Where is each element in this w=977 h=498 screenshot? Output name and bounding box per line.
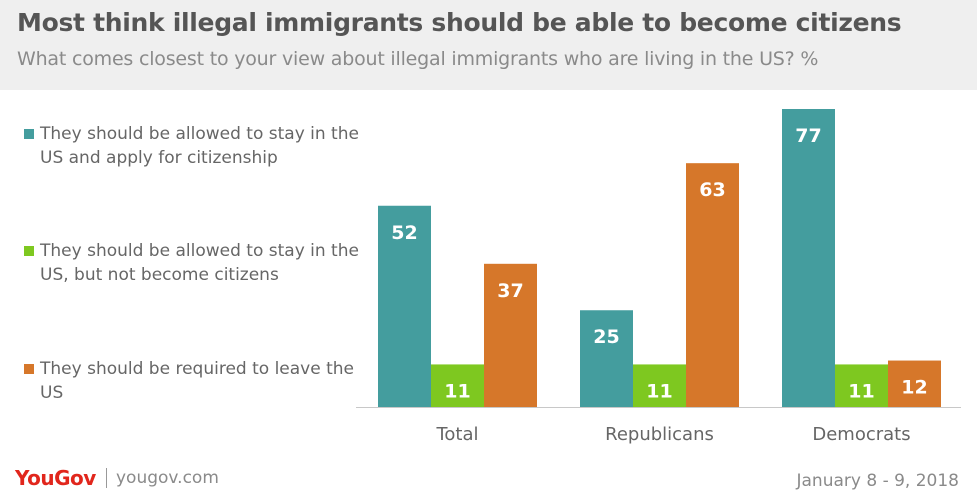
survey-date: January 8 - 9, 2018 — [796, 471, 960, 491]
bar-total-series-3 — [484, 263, 537, 407]
legend-label-stay-no-citizenship: They should be allowed to stay in the US… — [40, 241, 359, 285]
x-tick-label-democrats: Democrats — [812, 424, 910, 445]
legend-swatch-leave — [24, 364, 34, 374]
data-label-democrats-series-1: 77 — [795, 125, 821, 147]
footer-separator — [106, 468, 107, 488]
legend-label-citizenship: They should be allowed to stay in the US… — [40, 124, 359, 168]
data-label-total-series-3: 37 — [497, 280, 523, 302]
bar-democrats-series-1 — [782, 109, 835, 407]
data-label-total-series-1: 52 — [391, 222, 417, 244]
data-label-democrats-series-3: 12 — [901, 377, 927, 399]
bar-republicans-series-1 — [580, 310, 633, 407]
data-label-democrats-series-2: 11 — [848, 380, 874, 402]
x-tick-label-total: Total — [435, 424, 478, 445]
chart-subtitle: What comes closest to your view about il… — [17, 48, 819, 70]
bar-total-series-2 — [431, 364, 484, 407]
data-label-republicans-series-1: 25 — [593, 326, 619, 348]
bar-total-series-1 — [378, 205, 431, 407]
bar-democrats-series-2 — [835, 364, 888, 407]
legend-swatch-citizenship — [24, 129, 34, 139]
data-label-republicans-series-3: 63 — [699, 179, 725, 201]
legend-swatch-stay-no-citizenship — [24, 246, 34, 256]
legend-label-leave: They should be required to leave the US — [40, 359, 354, 403]
yougov-logo: YouGov — [15, 466, 96, 490]
bar-republicans-series-3 — [686, 163, 739, 407]
header-band: Most think illegal immigrants should be … — [0, 0, 977, 90]
footer-site-link[interactable]: yougov.com — [116, 468, 219, 488]
bar-republicans-series-2 — [633, 364, 686, 407]
x-tick-label-republicans: Republicans — [605, 424, 714, 445]
bar-democrats-series-3 — [888, 360, 941, 407]
data-label-total-series-2: 11 — [444, 380, 470, 402]
chart-title: Most think illegal immigrants should be … — [17, 8, 902, 37]
data-label-republicans-series-2: 11 — [646, 380, 672, 402]
